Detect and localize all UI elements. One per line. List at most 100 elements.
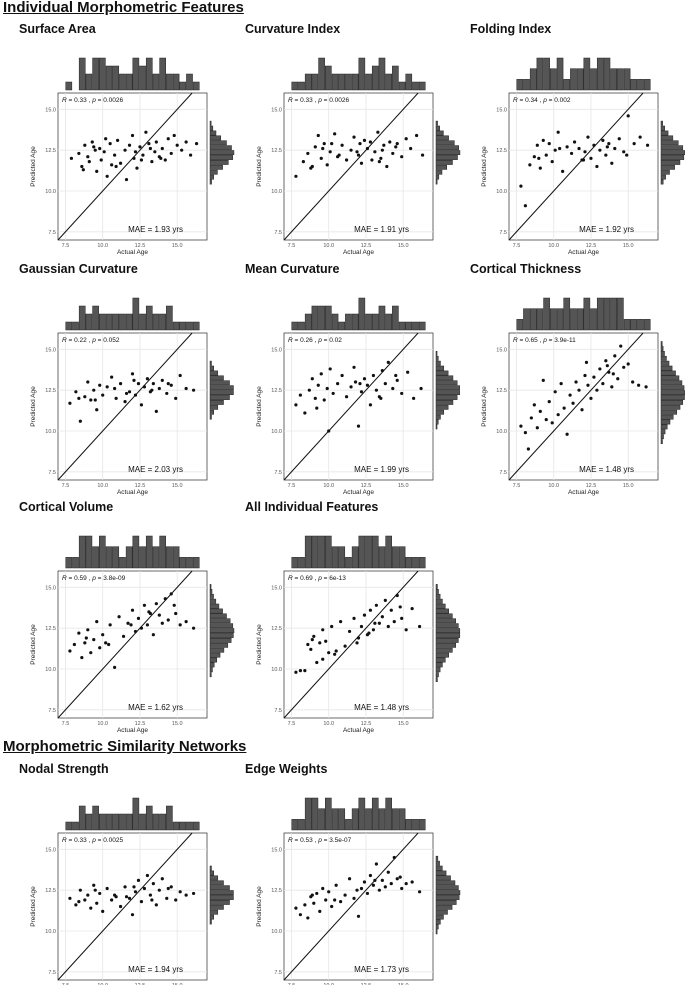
data-point <box>95 901 99 905</box>
data-point <box>169 383 173 387</box>
data-point <box>404 137 408 141</box>
right-histogram-bar <box>660 125 665 131</box>
top-histogram-bar <box>65 557 73 569</box>
y-axis-label: Predicted Age <box>481 386 488 427</box>
top-histogram-bar <box>412 557 419 569</box>
top-histogram-bar <box>311 797 319 831</box>
data-point <box>537 156 541 160</box>
data-point <box>344 158 349 162</box>
data-point <box>309 166 313 170</box>
top-histogram-bar <box>325 305 332 331</box>
stat-p: = 6e-13 <box>322 575 346 582</box>
data-point <box>553 390 557 394</box>
top-histogram-bar <box>576 68 584 91</box>
data-point <box>124 895 129 899</box>
data-point <box>98 891 102 896</box>
data-point <box>376 130 380 134</box>
right-histogram-bar <box>660 370 676 376</box>
data-point <box>154 602 158 606</box>
top-histogram-bar <box>166 73 173 91</box>
data-point <box>104 137 108 141</box>
data-point <box>589 156 593 160</box>
data-point <box>324 898 328 902</box>
data-point <box>356 636 361 640</box>
data-point <box>610 385 614 389</box>
panel-title: Cortical Volume <box>19 500 114 514</box>
data-point <box>166 618 170 622</box>
right-histogram-bar <box>660 351 665 356</box>
data-point <box>101 909 105 913</box>
right-histogram-bar <box>435 647 453 653</box>
top-histogram-bar <box>405 557 413 569</box>
data-point <box>394 373 398 378</box>
data-point <box>123 885 127 889</box>
data-point <box>368 873 373 878</box>
data-point <box>377 160 381 164</box>
data-point <box>386 624 390 629</box>
y-tick-label: 12.5 <box>271 888 282 894</box>
panel-title: Folding Index <box>470 22 552 36</box>
stat-p: = 0.02 <box>322 337 342 344</box>
top-histogram-bar <box>590 308 597 331</box>
right-histogram-bar <box>435 608 449 614</box>
right-histogram-bar <box>435 657 446 663</box>
top-histogram-bar <box>556 308 564 331</box>
right-histogram-bar <box>435 904 453 910</box>
y-axis-label: Predicted Age <box>256 624 263 665</box>
data-point <box>337 153 341 157</box>
right-histogram-bar <box>209 395 230 400</box>
data-point <box>631 380 635 384</box>
top-histogram-bar <box>119 557 126 569</box>
data-point <box>347 629 352 634</box>
data-point <box>389 608 393 612</box>
data-point <box>362 377 367 381</box>
top-histogram-bar <box>112 313 120 331</box>
right-histogram-bar <box>209 633 234 638</box>
data-point <box>98 383 102 387</box>
right-histogram-bar <box>435 365 445 371</box>
data-point <box>124 177 129 182</box>
top-histogram-bar <box>516 79 524 91</box>
top-histogram-bar <box>418 321 426 331</box>
top-histogram-bar <box>92 57 99 91</box>
top-histogram-bar <box>119 313 126 331</box>
stat-annotation: R = 0.33 , p = 0.0026 <box>62 97 123 104</box>
right-histogram-bar <box>660 380 683 386</box>
top-histogram-bar <box>529 68 537 91</box>
top-histogram-bar <box>298 557 305 569</box>
x-tick-label: 15.0 <box>398 483 409 489</box>
top-histogram-bar <box>119 73 126 91</box>
data-point <box>355 641 359 645</box>
stat-p: = 3.9e-11 <box>547 337 576 344</box>
data-point <box>68 896 72 900</box>
top-histogram-bar <box>304 797 312 831</box>
top-histogram-bar <box>152 73 160 91</box>
data-point <box>319 372 323 376</box>
data-point <box>644 385 648 389</box>
data-point <box>147 610 151 614</box>
data-point <box>123 148 127 152</box>
data-point <box>77 631 81 635</box>
top-histogram-bar <box>563 297 571 331</box>
panel-title: All Individual Features <box>245 500 379 514</box>
data-point <box>318 909 322 913</box>
top-histogram-bar <box>385 535 392 569</box>
data-point <box>133 150 138 154</box>
data-point <box>159 156 163 160</box>
x-tick-label: 12.5 <box>361 483 372 489</box>
data-point <box>127 896 132 900</box>
top-histogram-bar <box>172 821 180 831</box>
data-point <box>175 143 179 147</box>
top-histogram-bar <box>172 321 180 331</box>
top-histogram-bar <box>365 73 372 91</box>
y-axis-label: Predicted Age <box>256 886 263 927</box>
data-point <box>568 393 572 397</box>
identity-line <box>57 832 193 981</box>
data-point <box>349 385 353 389</box>
data-point <box>81 168 85 172</box>
data-point <box>310 377 314 381</box>
top-histogram-bar <box>192 557 200 569</box>
data-point <box>68 649 72 653</box>
right-histogram-bar <box>435 914 444 920</box>
right-histogram-bar <box>435 855 439 861</box>
